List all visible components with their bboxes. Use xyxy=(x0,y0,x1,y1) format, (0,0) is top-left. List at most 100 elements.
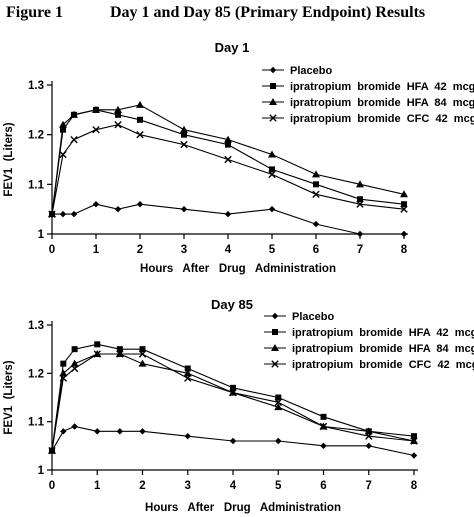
data-point xyxy=(312,220,320,228)
legend-label: ipratropium bromide HFA 84 mcg xyxy=(292,343,474,355)
data-point xyxy=(114,105,122,113)
data-point xyxy=(312,190,320,198)
data-point xyxy=(94,341,101,348)
data-point xyxy=(92,126,100,134)
data-point xyxy=(230,384,236,391)
legend-marker xyxy=(271,344,279,351)
data-point xyxy=(229,388,237,397)
legend-marker xyxy=(269,66,277,74)
series-triangle xyxy=(48,100,408,218)
legend-marker xyxy=(269,114,277,122)
x-axis-label: Hours After Drug Administration xyxy=(140,263,336,275)
data-point xyxy=(138,359,147,367)
data-point xyxy=(312,170,320,178)
data-point xyxy=(400,230,408,238)
data-point xyxy=(116,346,123,353)
legend-item: ipratropium bromide CFC 42 mcg xyxy=(264,359,474,371)
data-point xyxy=(184,365,191,372)
x-tick-label: 5 xyxy=(269,244,276,256)
x-tick-label: 7 xyxy=(357,244,363,256)
series-x xyxy=(48,121,408,218)
data-point xyxy=(180,140,188,149)
x-tick-label: 7 xyxy=(366,480,372,492)
data-point xyxy=(410,452,418,459)
y-axis-label: FEV1 (Liters) xyxy=(3,122,15,196)
legend-label: ipratropium bromide HFA 84 mcg xyxy=(290,97,474,109)
data-point xyxy=(365,442,372,450)
data-point xyxy=(92,201,100,208)
data-point xyxy=(116,428,124,435)
legend-marker xyxy=(271,360,279,368)
x-tick-label: 3 xyxy=(185,480,191,492)
x-tick-label: 2 xyxy=(139,480,145,492)
data-point xyxy=(59,120,67,128)
data-point xyxy=(93,350,101,358)
data-point xyxy=(116,350,124,358)
y-tick-label: 1.3 xyxy=(28,320,44,332)
data-point xyxy=(364,427,373,435)
legend-item: ipratropium bromide HFA 42 mcg xyxy=(262,81,474,93)
x-axis-label: Hours After Drug Administration xyxy=(145,502,341,514)
data-point xyxy=(320,442,327,450)
data-point xyxy=(320,413,327,420)
data-point xyxy=(139,428,146,435)
legend-label: Placebo xyxy=(290,65,332,77)
data-point xyxy=(224,210,232,218)
x-tick-label: 5 xyxy=(275,480,282,492)
data-point xyxy=(313,181,319,188)
legend-marker xyxy=(272,329,278,335)
data-point xyxy=(114,205,122,213)
legend-item: Placebo xyxy=(262,65,332,77)
x-tick-label: 0 xyxy=(49,480,55,492)
y-tick-label: 1.1 xyxy=(28,179,45,191)
data-point xyxy=(268,150,276,158)
data-point xyxy=(71,423,78,430)
x-tick-label: 8 xyxy=(411,480,418,492)
data-point xyxy=(224,135,232,143)
data-point xyxy=(274,398,282,407)
data-point xyxy=(181,131,187,138)
x-tick-label: 3 xyxy=(181,244,187,256)
data-point xyxy=(225,141,231,148)
data-point xyxy=(180,205,188,213)
legend-marker xyxy=(270,83,276,89)
figure-label: Figure 1 xyxy=(6,4,64,21)
figure-title: Day 1 and Day 85 (Primary Endpoint) Resu… xyxy=(110,4,426,21)
data-point xyxy=(411,433,417,440)
chart-title: Day 85 xyxy=(211,297,253,312)
data-point xyxy=(268,170,276,179)
series-diamond xyxy=(48,201,408,238)
x-tick-label: 1 xyxy=(94,480,101,492)
data-point xyxy=(275,437,282,445)
data-point xyxy=(224,155,232,164)
series-x xyxy=(48,350,418,455)
data-point xyxy=(48,210,56,218)
data-point xyxy=(229,437,237,445)
series-diamond xyxy=(48,423,418,459)
legend-item: ipratropium bromide HFA 84 mcg xyxy=(264,343,474,355)
x-tick-label: 0 xyxy=(49,244,55,256)
data-point xyxy=(94,428,101,435)
data-point xyxy=(365,432,373,440)
data-point xyxy=(180,125,188,133)
legend-item: ipratropium bromide CFC 42 mcg xyxy=(262,113,474,125)
data-point xyxy=(400,190,408,198)
data-point xyxy=(70,110,78,118)
legend-marker xyxy=(269,98,277,105)
data-point xyxy=(71,346,78,353)
figure-header: Figure 1 Day 1 and Day 85 (Primary Endpo… xyxy=(6,4,468,26)
series-line xyxy=(51,109,405,215)
legend-marker xyxy=(271,312,279,320)
data-point xyxy=(319,422,328,431)
data-point xyxy=(274,403,283,411)
data-point xyxy=(59,369,68,377)
y-tick-label: 1.2 xyxy=(28,368,44,380)
legend-item: ipratropium bromide HFA 84 mcg xyxy=(262,97,474,109)
data-point xyxy=(59,210,67,218)
x-tick-label: 4 xyxy=(225,244,232,256)
y-tick-label: 1.1 xyxy=(28,417,45,429)
y-tick-label: 1 xyxy=(38,229,45,241)
data-point xyxy=(59,374,68,382)
data-point xyxy=(136,201,144,208)
